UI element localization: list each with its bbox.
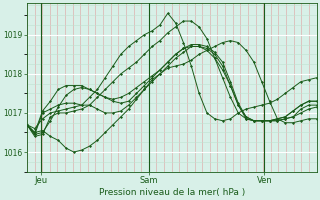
X-axis label: Pression niveau de la mer( hPa ): Pression niveau de la mer( hPa ) [99, 188, 245, 197]
